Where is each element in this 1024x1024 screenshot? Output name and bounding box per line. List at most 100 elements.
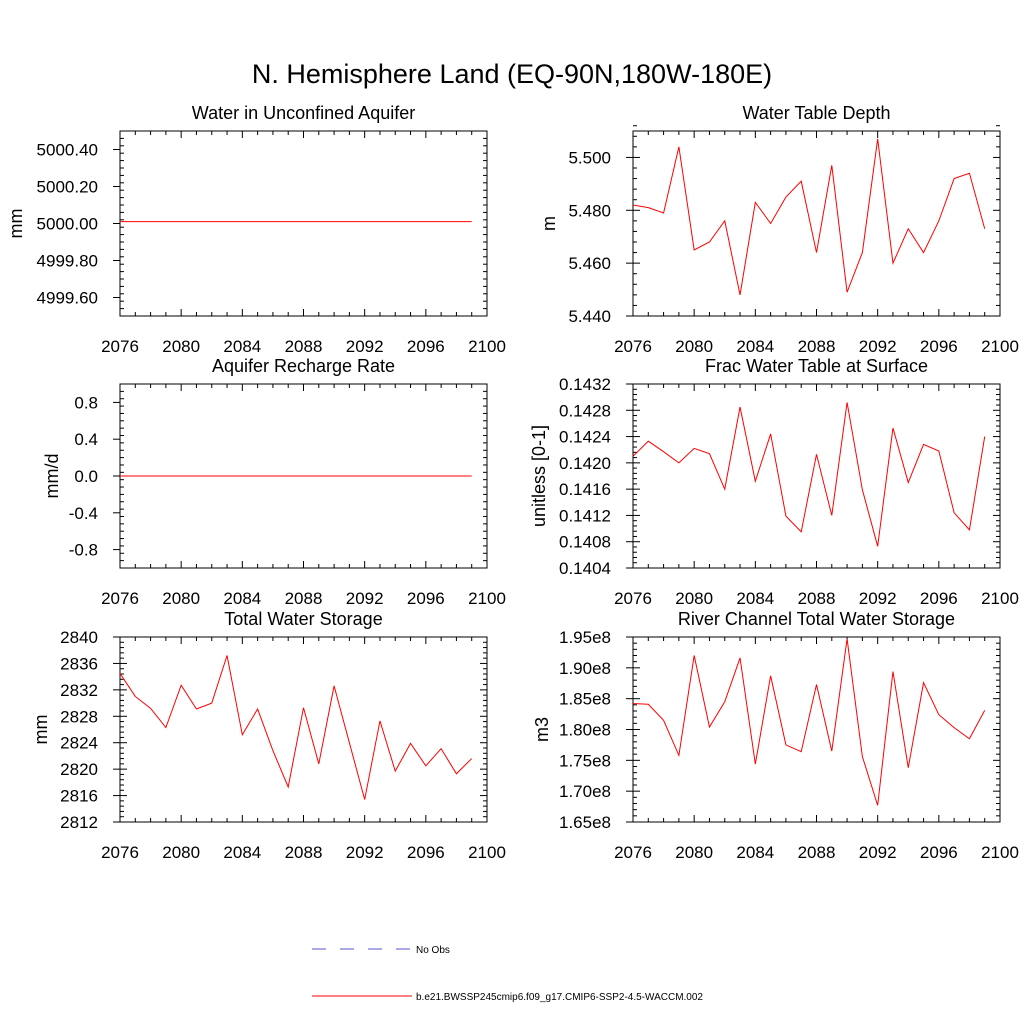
- y-tick-label: 5000.40: [37, 141, 98, 160]
- data-point: [846, 637, 849, 640]
- data-point: [363, 220, 366, 223]
- plot-frame: [119, 636, 488, 823]
- data-point: [769, 432, 772, 435]
- y-tick-label: 5.480: [568, 201, 611, 220]
- x-tick-label: 2092: [859, 843, 897, 862]
- x-tick-label: 2096: [920, 843, 958, 862]
- y-tick-label: 1.75e8: [559, 751, 611, 770]
- data-point: [739, 406, 742, 409]
- x-tick-label: 2088: [285, 843, 323, 862]
- y-tick-label: 1.95e8: [559, 628, 611, 647]
- data-point: [907, 766, 910, 769]
- x-tick-label: 2088: [798, 843, 836, 862]
- data-point: [754, 763, 757, 766]
- data-point: [953, 726, 956, 729]
- data-point: [739, 656, 742, 659]
- data-point: [149, 475, 152, 478]
- data-point: [861, 755, 864, 758]
- data-point: [394, 220, 397, 223]
- data-point: [769, 674, 772, 677]
- data-point: [891, 427, 894, 430]
- series-line: [632, 638, 986, 806]
- data-point: [256, 220, 259, 223]
- y-tick-label: 0.1404: [559, 559, 611, 578]
- y-tick-label: 1.65e8: [559, 813, 611, 832]
- y-tick-label: 0.1428: [559, 401, 611, 420]
- panel-title: Total Water Storage: [224, 609, 382, 629]
- data-point: [317, 220, 320, 223]
- y-axis-label: unitless [0-1]: [529, 425, 549, 527]
- data-point: [424, 475, 427, 478]
- data-point: [677, 145, 680, 148]
- y-tick-label: 1.90e8: [559, 659, 611, 678]
- data-point: [830, 164, 833, 167]
- data-point: [968, 737, 971, 740]
- data-point: [632, 455, 635, 458]
- data-point: [876, 804, 879, 807]
- data-point: [440, 747, 443, 750]
- x-tick-label: 2076: [614, 589, 652, 608]
- data-point: [769, 222, 772, 225]
- data-point: [241, 220, 244, 223]
- data-point: [470, 475, 473, 478]
- x-tick-label: 2080: [675, 843, 713, 862]
- x-tick-label: 2092: [859, 337, 897, 356]
- y-tick-label: 2812: [60, 813, 98, 832]
- data-point: [754, 201, 757, 204]
- data-point: [632, 702, 635, 705]
- x-tick-label: 2096: [920, 589, 958, 608]
- data-point: [800, 530, 803, 533]
- data-point: [815, 453, 818, 456]
- data-point: [784, 743, 787, 746]
- data-point: [164, 475, 167, 478]
- data-point: [968, 172, 971, 175]
- y-axis-label: m3: [532, 717, 552, 742]
- y-tick-label: 2840: [60, 628, 98, 647]
- x-tick-label: 2100: [468, 337, 506, 356]
- data-point: [846, 401, 849, 404]
- data-point: [409, 475, 412, 478]
- x-tick-label: 2096: [407, 843, 445, 862]
- x-tick-label: 2076: [101, 337, 139, 356]
- data-point: [647, 206, 650, 209]
- data-point: [677, 754, 680, 757]
- data-point: [302, 220, 305, 223]
- y-tick-label: 2828: [60, 707, 98, 726]
- chart-tws: Total Water Storage mm 2076 2080 2084 2088 209…: [31, 609, 506, 862]
- series-line: [632, 138, 986, 295]
- data-point: [983, 227, 986, 230]
- chart-aquifer: Water in Unconfined Aquifer mm 2076 2080 208…: [6, 103, 506, 356]
- x-tick-label: 2076: [614, 843, 652, 862]
- x-tick-label: 2096: [920, 337, 958, 356]
- x-tick-label: 2100: [981, 337, 1019, 356]
- data-point: [800, 180, 803, 183]
- x-tick-label: 2100: [468, 843, 506, 862]
- data-point: [119, 672, 122, 675]
- data-point: [134, 220, 137, 223]
- data-point: [195, 475, 198, 478]
- data-point: [723, 488, 726, 491]
- data-point: [348, 741, 351, 744]
- y-tick-label: 5000.20: [37, 178, 98, 197]
- x-tick-label: 2092: [346, 337, 384, 356]
- data-point: [119, 475, 122, 478]
- data-point: [409, 220, 412, 223]
- data-point: [876, 137, 879, 140]
- plot-frame: [632, 130, 1001, 317]
- data-point: [164, 726, 167, 729]
- x-tick-label: 2088: [285, 589, 323, 608]
- data-point: [241, 733, 244, 736]
- data-point: [968, 528, 971, 531]
- data-point: [693, 248, 696, 251]
- y-tick-label: 0.1412: [559, 506, 611, 525]
- data-point: [455, 220, 458, 223]
- x-tick-label: 2092: [859, 589, 897, 608]
- x-tick-label: 2080: [162, 589, 200, 608]
- y-tick-label: 1.85e8: [559, 690, 611, 709]
- data-point: [455, 475, 458, 478]
- data-point: [815, 251, 818, 254]
- data-point: [271, 749, 274, 752]
- chart-river: River Channel Total Water Storage m3 2076 2…: [532, 609, 1019, 862]
- y-tick-label: 2816: [60, 787, 98, 806]
- data-point: [907, 227, 910, 230]
